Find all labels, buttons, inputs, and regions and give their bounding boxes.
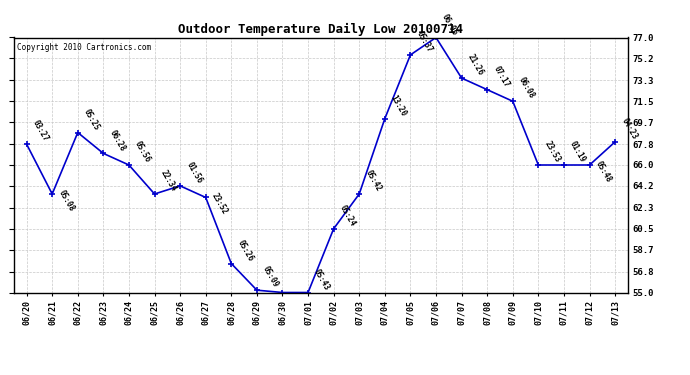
Text: 03:27: 03:27 — [31, 119, 50, 143]
Text: 05:37: 05:37 — [415, 30, 434, 54]
Text: Copyright 2010 Cartronics.com: Copyright 2010 Cartronics.com — [17, 43, 151, 52]
Text: 05:43: 05:43 — [312, 267, 332, 292]
Text: 13:20: 13:20 — [389, 93, 408, 118]
Text: 05:25: 05:25 — [82, 107, 101, 132]
Title: Outdoor Temperature Daily Low 20100714: Outdoor Temperature Daily Low 20100714 — [178, 23, 464, 36]
Text: 05:42: 05:42 — [364, 169, 383, 193]
Text: 01:56: 01:56 — [184, 160, 204, 185]
Text: 05:09: 05:09 — [261, 265, 280, 290]
Text: 05:48: 05:48 — [593, 159, 613, 184]
Text: 05:08: 05:08 — [57, 188, 76, 213]
Text: 05:56: 05:56 — [133, 140, 152, 164]
Text: 06:08: 06:08 — [517, 76, 536, 100]
Text: 06:28: 06:28 — [108, 128, 127, 153]
Text: 06:06: 06:06 — [440, 12, 460, 37]
Text: 07:17: 07:17 — [491, 64, 511, 89]
Text: 21:26: 21:26 — [466, 53, 485, 77]
Text: 23:52: 23:52 — [210, 192, 229, 216]
Text: 05:24: 05:24 — [338, 204, 357, 228]
Text: 01:19: 01:19 — [568, 140, 587, 164]
Text: 22:34: 22:34 — [159, 169, 178, 193]
Text: 23:53: 23:53 — [542, 140, 562, 164]
Text: 04:23: 04:23 — [619, 117, 639, 141]
Text: 05:26: 05:26 — [235, 238, 255, 263]
